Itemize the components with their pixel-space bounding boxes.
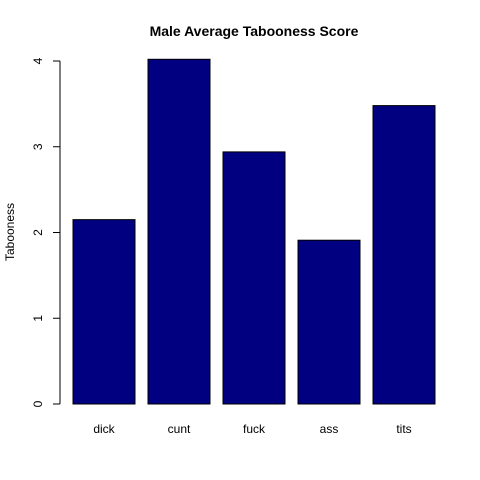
x-tick-label-cunt: cunt: [168, 422, 191, 436]
bars-group: [72, 58, 436, 405]
x-tick-label-fuck: fuck: [243, 422, 266, 436]
y-tick-label-2: 2: [31, 229, 45, 236]
bar-tits: [372, 105, 436, 405]
x-tick-label-tits: tits: [396, 422, 411, 436]
bar-fuck: [222, 151, 286, 405]
x-axis-tick-labels: dick cunt fuck ass tits: [93, 422, 411, 436]
y-tick-label-4: 4: [31, 57, 45, 64]
chart-title: Male Average Tabooness Score: [150, 23, 359, 39]
bar-dick: [72, 219, 136, 405]
bar-ass: [297, 239, 361, 405]
y-tick-label-3: 3: [31, 143, 45, 150]
x-tick-label-dick: dick: [93, 422, 115, 436]
bar-cunt: [147, 58, 211, 405]
y-axis-label: Tabooness: [3, 203, 17, 261]
x-tick-label-ass: ass: [320, 422, 339, 436]
y-tick-label-0: 0: [31, 400, 45, 407]
y-tick-label-1: 1: [31, 315, 45, 322]
y-axis: 0 1 2 3 4: [31, 57, 61, 407]
